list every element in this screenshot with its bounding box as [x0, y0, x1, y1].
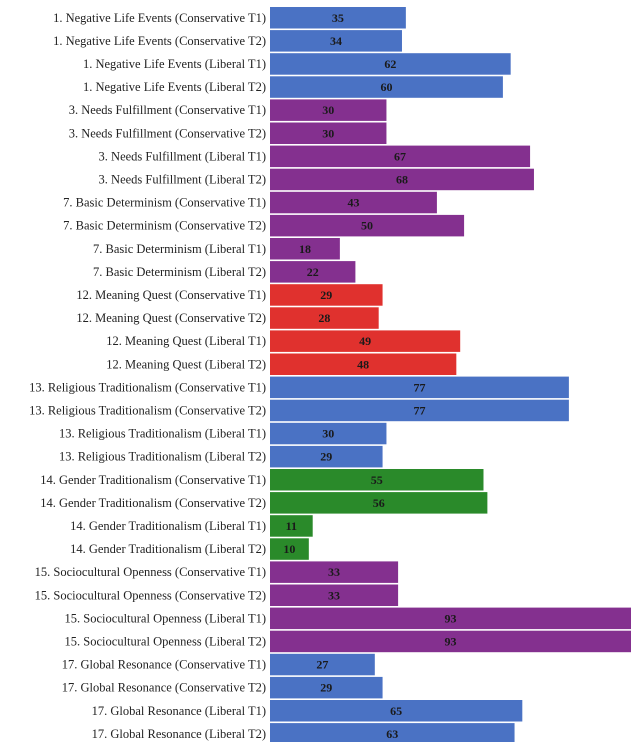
bar-14-gender-traditionalism-liberal-t1: [270, 515, 313, 537]
category-label-1-negative-life-events-conservative-t2: 1. Negative Life Events (Conservative T2…: [53, 34, 266, 48]
value-label-1-negative-life-events-liberal-t2: 60: [380, 80, 392, 94]
value-label-15-sociocultural-openness-liberal-t2: 93: [445, 634, 457, 648]
bar-3-needs-fulfillment-conservative-t1: [270, 99, 387, 121]
bar-12-meaning-quest-conservative-t2: [270, 307, 379, 329]
value-label-13-religious-traditionalism-conservative-t2: 77: [413, 403, 425, 417]
value-label-14-gender-traditionalism-liberal-t1: 11: [286, 519, 297, 533]
category-label-15-sociocultural-openness-liberal-t2: 15. Sociocultural Openness (Liberal T2): [65, 634, 266, 648]
value-label-12-meaning-quest-conservative-t2: 28: [318, 311, 330, 325]
category-label-14-gender-traditionalism-liberal-t1: 14. Gender Traditionalism (Liberal T1): [70, 519, 266, 533]
category-label-15-sociocultural-openness-conservative-t1: 15. Sociocultural Openness (Conservative…: [35, 565, 266, 579]
bar-17-global-resonance-liberal-t2: [270, 723, 515, 745]
category-label-14-gender-traditionalism-liberal-t2: 14. Gender Traditionalism (Liberal T2): [70, 542, 266, 556]
bar-12-meaning-quest-conservative-t1: [270, 284, 383, 306]
category-label-3-needs-fulfillment-liberal-t2: 3. Needs Fulfillment (Liberal T2): [99, 172, 266, 186]
bar-14-gender-traditionalism-conservative-t2: [270, 492, 488, 514]
value-label-7-basic-determinism-conservative-t1: 43: [347, 196, 359, 210]
bar-7-basic-determinism-liberal-t2: [270, 261, 356, 283]
bar-7-basic-determinism-liberal-t1: [270, 238, 340, 260]
value-label-14-gender-traditionalism-liberal-t2: 10: [283, 542, 295, 556]
value-label-12-meaning-quest-liberal-t1: 49: [359, 334, 371, 348]
value-label-15-sociocultural-openness-liberal-t1: 93: [445, 611, 457, 625]
category-label-14-gender-traditionalism-conservative-t1: 14. Gender Traditionalism (Conservative …: [40, 473, 266, 487]
category-label-17-global-resonance-conservative-t1: 17. Global Resonance (Conservative T1): [62, 658, 266, 672]
category-label-3-needs-fulfillment-conservative-t2: 3. Needs Fulfillment (Conservative T2): [69, 126, 266, 140]
value-label-7-basic-determinism-liberal-t2: 22: [307, 265, 319, 279]
bar-12-meaning-quest-liberal-t1: [270, 330, 461, 352]
bar-7-basic-determinism-conservative-t1: [270, 191, 437, 214]
category-label-7-basic-determinism-liberal-t2: 7. Basic Determinism (Liberal T2): [93, 265, 266, 279]
value-label-14-gender-traditionalism-conservative-t2: 56: [373, 496, 385, 510]
bar-3-needs-fulfillment-conservative-t2: [270, 122, 387, 144]
value-label-15-sociocultural-openness-conservative-t1: 33: [328, 565, 340, 579]
bar-14-gender-traditionalism-liberal-t2: [270, 538, 309, 560]
value-label-14-gender-traditionalism-conservative-t1: 55: [371, 473, 383, 487]
category-label-15-sociocultural-openness-conservative-t2: 15. Sociocultural Openness (Conservative…: [35, 588, 266, 602]
category-label-12-meaning-quest-conservative-t1: 12. Meaning Quest (Conservative T1): [76, 288, 266, 302]
category-label-13-religious-traditionalism-liberal-t1: 13. Religious Traditionalism (Liberal T1…: [59, 427, 266, 441]
category-label-1-negative-life-events-liberal-t1: 1. Negative Life Events (Liberal T1): [83, 57, 266, 71]
bar-15-sociocultural-openness-conservative-t2: [270, 584, 399, 606]
value-label-1-negative-life-events-conservative-t2: 34: [330, 34, 342, 48]
value-label-17-global-resonance-conservative-t1: 27: [316, 658, 328, 672]
bar-1-negative-life-events-liberal-t1: [270, 53, 511, 75]
category-label-12-meaning-quest-conservative-t2: 12. Meaning Quest (Conservative T2): [76, 311, 266, 325]
value-label-1-negative-life-events-liberal-t1: 62: [384, 57, 396, 71]
category-label-3-needs-fulfillment-conservative-t1: 3. Needs Fulfillment (Conservative T1): [69, 103, 266, 117]
category-label-7-basic-determinism-liberal-t1: 7. Basic Determinism (Liberal T1): [93, 242, 266, 256]
value-label-13-religious-traditionalism-conservative-t1: 77: [413, 380, 425, 394]
category-label-13-religious-traditionalism-liberal-t2: 13. Religious Traditionalism (Liberal T2…: [59, 450, 266, 464]
category-label-14-gender-traditionalism-conservative-t2: 14. Gender Traditionalism (Conservative …: [40, 496, 266, 510]
bar-15-sociocultural-openness-liberal-t1: [270, 607, 631, 630]
bar-15-sociocultural-openness-conservative-t1: [270, 561, 399, 583]
bar-13-religious-traditionalism-conservative-t2: [270, 399, 569, 422]
value-label-3-needs-fulfillment-liberal-t2: 68: [396, 172, 408, 186]
category-label-13-religious-traditionalism-conservative-t1: 13. Religious Traditionalism (Conservati…: [29, 380, 266, 394]
bar-14-gender-traditionalism-conservative-t1: [270, 469, 484, 491]
category-label-1-negative-life-events-conservative-t1: 1. Negative Life Events (Conservative T1…: [53, 11, 266, 25]
bar-7-basic-determinism-conservative-t2: [270, 214, 465, 237]
bar-17-global-resonance-conservative-t2: [270, 676, 383, 699]
value-label-3-needs-fulfillment-conservative-t1: 30: [322, 103, 334, 117]
value-label-3-needs-fulfillment-liberal-t1: 67: [394, 149, 406, 163]
value-label-1-negative-life-events-conservative-t1: 35: [332, 11, 344, 25]
value-label-7-basic-determinism-conservative-t2: 50: [361, 219, 373, 233]
bar-12-meaning-quest-liberal-t2: [270, 353, 457, 375]
category-label-1-negative-life-events-liberal-t2: 1. Negative Life Events (Liberal T2): [83, 80, 266, 94]
category-label-17-global-resonance-liberal-t2: 17. Global Resonance (Liberal T2): [92, 727, 266, 741]
bar-17-global-resonance-conservative-t1: [270, 653, 375, 676]
category-label-7-basic-determinism-conservative-t1: 7. Basic Determinism (Conservative T1): [63, 196, 266, 210]
value-label-13-religious-traditionalism-liberal-t1: 30: [322, 427, 334, 441]
bar-3-needs-fulfillment-liberal-t1: [270, 145, 531, 168]
bar-3-needs-fulfillment-liberal-t2: [270, 168, 534, 191]
category-label-7-basic-determinism-conservative-t2: 7. Basic Determinism (Conservative T2): [63, 219, 266, 233]
value-label-17-global-resonance-liberal-t2: 63: [386, 727, 398, 741]
bar-15-sociocultural-openness-liberal-t2: [270, 630, 631, 653]
category-label-17-global-resonance-liberal-t1: 17. Global Resonance (Liberal T1): [92, 704, 266, 718]
value-label-7-basic-determinism-liberal-t1: 18: [299, 242, 311, 256]
value-label-13-religious-traditionalism-liberal-t2: 29: [320, 450, 332, 464]
category-label-17-global-resonance-conservative-t2: 17. Global Resonance (Conservative T2): [62, 681, 266, 695]
bar-13-religious-traditionalism-liberal-t1: [270, 422, 387, 445]
bar-13-religious-traditionalism-liberal-t2: [270, 445, 383, 468]
category-label-13-religious-traditionalism-conservative-t2: 13. Religious Traditionalism (Conservati…: [29, 403, 266, 417]
bar-17-global-resonance-liberal-t1: [270, 700, 523, 722]
value-label-3-needs-fulfillment-conservative-t2: 30: [322, 126, 334, 140]
value-label-15-sociocultural-openness-conservative-t2: 33: [328, 588, 340, 602]
bar-1-negative-life-events-conservative-t2: [270, 30, 402, 52]
value-label-12-meaning-quest-conservative-t1: 29: [320, 288, 332, 302]
value-label-17-global-resonance-liberal-t1: 65: [390, 704, 402, 718]
category-label-12-meaning-quest-liberal-t1: 12. Meaning Quest (Liberal T1): [106, 334, 266, 348]
bar-13-religious-traditionalism-conservative-t1: [270, 376, 569, 399]
category-label-12-meaning-quest-liberal-t2: 12. Meaning Quest (Liberal T2): [106, 357, 266, 371]
bar-1-negative-life-events-liberal-t2: [270, 76, 503, 98]
category-label-3-needs-fulfillment-liberal-t1: 3. Needs Fulfillment (Liberal T1): [99, 149, 266, 163]
value-label-17-global-resonance-conservative-t2: 29: [320, 681, 332, 695]
value-label-12-meaning-quest-liberal-t2: 48: [357, 357, 369, 371]
category-label-15-sociocultural-openness-liberal-t1: 15. Sociocultural Openness (Liberal T1): [65, 611, 266, 625]
bar-1-negative-life-events-conservative-t1: [270, 7, 406, 29]
